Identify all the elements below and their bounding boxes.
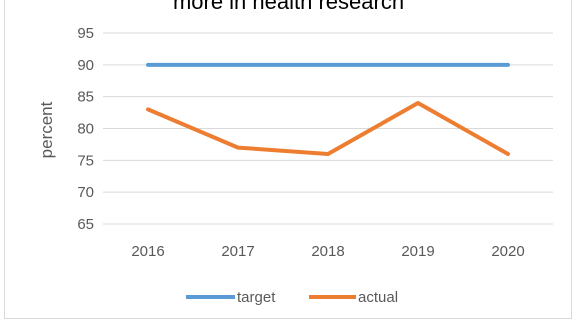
x-tick-label: 2017 [221,243,254,260]
x-axis-ticks: 2016 2017 2018 2019 2020 [131,243,524,260]
y-axis-ticks: 65 70 75 80 85 90 95 [77,25,94,233]
y-tick-label: 90 [77,57,94,74]
x-tick-label: 2019 [401,243,434,260]
legend-item-target: target [186,289,276,306]
legend: target actual [186,289,398,306]
x-tick-label: 2018 [311,243,344,260]
y-tick-label: 95 [77,25,94,42]
y-tick-label: 85 [77,89,94,106]
series-lines [146,62,510,156]
gridlines [103,32,553,225]
x-tick-label: 2016 [131,243,164,260]
y-tick-label: 65 [77,216,94,233]
y-axis-title: percent [37,101,56,158]
legend-label: actual [358,289,398,306]
y-tick-label: 80 [77,121,94,138]
chart-title: more in health research [172,0,405,14]
legend-item-actual: actual [309,289,398,306]
chart-frame [4,0,572,319]
y-tick-label: 75 [77,152,94,169]
x-tick-label: 2020 [491,243,524,260]
y-tick-label: 70 [77,184,94,201]
legend-label: target [237,289,276,306]
